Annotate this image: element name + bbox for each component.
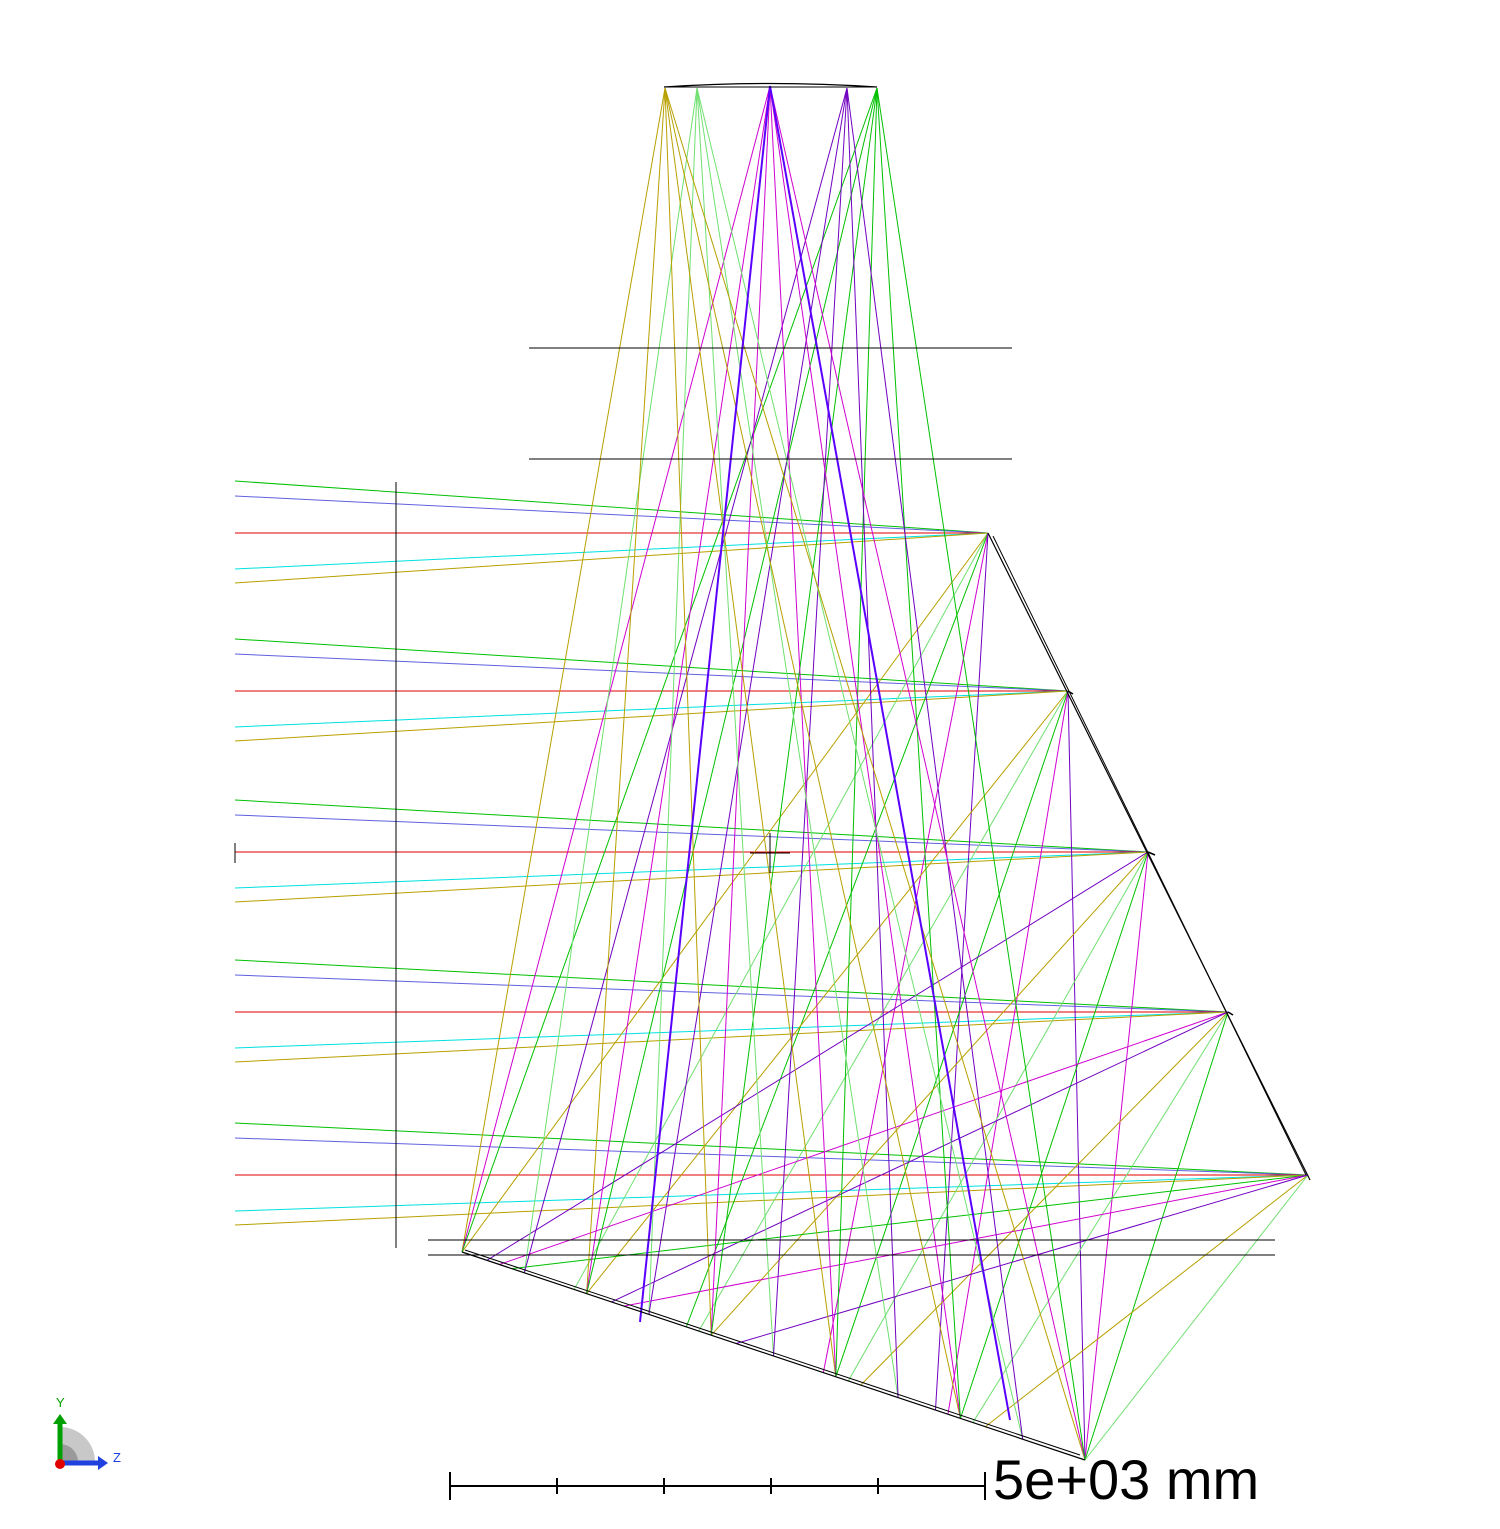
ray-down-2-1 bbox=[847, 851, 1149, 1382]
ray-up-6-0 bbox=[664, 87, 837, 1377]
ray-bundles bbox=[234, 85, 1309, 1461]
ray-green-in-0 bbox=[234, 480, 989, 534]
ray-up-9-1 bbox=[696, 87, 1024, 1440]
ray-up-2-0 bbox=[586, 87, 666, 1294]
ray-down-4-4 bbox=[735, 1174, 1309, 1344]
ray-blue-in-0 bbox=[234, 495, 989, 534]
triad-shade-inner-icon bbox=[60, 1444, 78, 1462]
ray-up-3-1 bbox=[648, 87, 698, 1315]
ray-down-3-3 bbox=[499, 1011, 1229, 1265]
ray-up-5-3 bbox=[773, 87, 848, 1357]
ray-up-4-2 bbox=[710, 85, 771, 1336]
ray-up-10-4 bbox=[876, 87, 1086, 1461]
ray-down-1-4 bbox=[1067, 690, 1086, 1461]
ray-blue-in-4 bbox=[234, 1137, 1309, 1176]
ray-green-in-3 bbox=[234, 959, 1229, 1013]
ray-down-3-1 bbox=[972, 1011, 1229, 1423]
ray-down-4-1 bbox=[1084, 1174, 1309, 1461]
ray-down-1-0 bbox=[586, 690, 1069, 1294]
ray-olive-in-4 bbox=[234, 1174, 1309, 1226]
scale-bar bbox=[449, 1472, 986, 1500]
ray-down-4-0 bbox=[985, 1174, 1309, 1428]
ray-down-2-3 bbox=[1084, 851, 1149, 1461]
ray-green-in-1 bbox=[234, 638, 1069, 692]
ray-up-7-1 bbox=[696, 87, 899, 1398]
ray-up-10-0 bbox=[664, 87, 1086, 1461]
optical-surfaces bbox=[234, 82, 1311, 1461]
ray-down-0-2 bbox=[685, 532, 989, 1328]
secondary-mirror-back bbox=[464, 1249, 1081, 1456]
ray-chief-a bbox=[639, 85, 771, 1323]
ray-olive-in-0 bbox=[234, 532, 989, 584]
ray-olive-in-2 bbox=[234, 851, 1149, 903]
ray-up-0-4 bbox=[461, 87, 878, 1253]
ray-up-4-0 bbox=[664, 87, 712, 1336]
ray-up-8-2 bbox=[769, 85, 961, 1419]
ray-up-3-3 bbox=[648, 87, 848, 1315]
ray-cyan-in-4 bbox=[234, 1174, 1309, 1212]
y-axis-label: Y bbox=[56, 1395, 65, 1410]
mirror-facet-2 bbox=[1147, 851, 1156, 856]
ray-up-8-4 bbox=[876, 87, 961, 1419]
ray-up-6-4 bbox=[835, 87, 878, 1377]
ray-olive-in-1 bbox=[234, 690, 1069, 742]
ray-down-1-2 bbox=[835, 690, 1069, 1377]
x-axis-dot-icon bbox=[55, 1459, 65, 1469]
ray-cyan-in-3 bbox=[234, 1011, 1229, 1049]
ray-down-3-2 bbox=[1084, 1011, 1229, 1461]
scale-bar-label: 5e+03 mm bbox=[993, 1448, 1260, 1511]
ray-down-3-4 bbox=[611, 1011, 1229, 1303]
ray-down-4-3 bbox=[623, 1174, 1309, 1307]
ray-up-0-2 bbox=[461, 85, 771, 1253]
ray-up-4-4 bbox=[710, 87, 878, 1336]
ray-up-0-0 bbox=[461, 87, 666, 1253]
ray-up-9-3 bbox=[846, 87, 1024, 1440]
ray-cyan-in-0 bbox=[234, 532, 989, 570]
ray-up-10-2 bbox=[769, 85, 1086, 1461]
mirror-facet-3 bbox=[1227, 1011, 1234, 1016]
primary-mirror-front bbox=[987, 532, 1311, 1181]
ray-up-2-2 bbox=[586, 85, 771, 1294]
ray-down-0-0 bbox=[461, 532, 989, 1253]
y-axis-arrowhead-icon bbox=[53, 1414, 67, 1424]
ray-cyan-in-1 bbox=[234, 690, 1069, 728]
secondary-mirror-front bbox=[461, 1251, 1086, 1461]
focal-surface bbox=[663, 82, 878, 88]
mirror-facet-1 bbox=[1067, 690, 1074, 695]
z-axis-arrowhead-icon bbox=[98, 1456, 108, 1470]
ray-down-1-3 bbox=[947, 690, 1069, 1415]
ray-down-2-2 bbox=[959, 851, 1149, 1419]
ray-chief-b bbox=[769, 85, 1011, 1421]
ray-up-2-4 bbox=[586, 87, 878, 1294]
ray-blue-in-3 bbox=[234, 974, 1229, 1013]
ray-cyan-in-2 bbox=[234, 851, 1149, 889]
ray-up-8-0 bbox=[664, 87, 961, 1419]
ray-up-1-3 bbox=[523, 87, 848, 1273]
ray-olive-in-3 bbox=[234, 1011, 1229, 1063]
ray-down-2-4 bbox=[486, 851, 1149, 1261]
ray-blue-in-1 bbox=[234, 653, 1069, 692]
axis-triad: Y Z bbox=[53, 1395, 121, 1470]
ray-up-6-2 bbox=[769, 85, 837, 1377]
ray-up-5-1 bbox=[696, 87, 774, 1357]
ray-down-4-2 bbox=[511, 1174, 1309, 1270]
ray-up-7-3 bbox=[846, 87, 899, 1398]
ray-green-in-4 bbox=[234, 1122, 1309, 1176]
ray-down-3-0 bbox=[860, 1011, 1229, 1386]
primary-mirror-back bbox=[992, 535, 1307, 1176]
z-axis-label: Z bbox=[113, 1450, 121, 1465]
ray-up-1-1 bbox=[523, 87, 698, 1273]
